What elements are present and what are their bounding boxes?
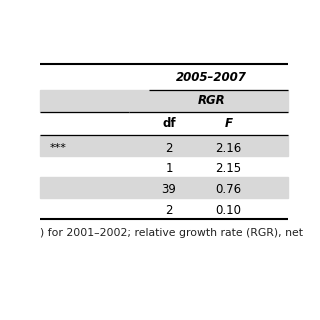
Text: 0.76: 0.76 [215,183,242,196]
Text: ***: *** [50,143,67,153]
Text: F: F [225,117,232,130]
Text: 2: 2 [165,204,173,217]
Text: 2: 2 [165,141,173,155]
Text: 1: 1 [165,163,173,175]
Text: 2.15: 2.15 [215,163,242,175]
Text: 2005–2007: 2005–2007 [176,71,246,84]
Text: 39: 39 [162,183,176,196]
Bar [40,135,288,156]
Text: df: df [162,117,176,130]
Bar [40,90,288,112]
Text: 2.16: 2.16 [215,141,242,155]
Text: RGR: RGR [197,94,225,107]
Bar [40,177,288,198]
Text: 0.10: 0.10 [215,204,242,217]
Text: ) for 2001–2002; relative growth rate (RGR), net: ) for 2001–2002; relative growth rate (R… [40,228,303,238]
